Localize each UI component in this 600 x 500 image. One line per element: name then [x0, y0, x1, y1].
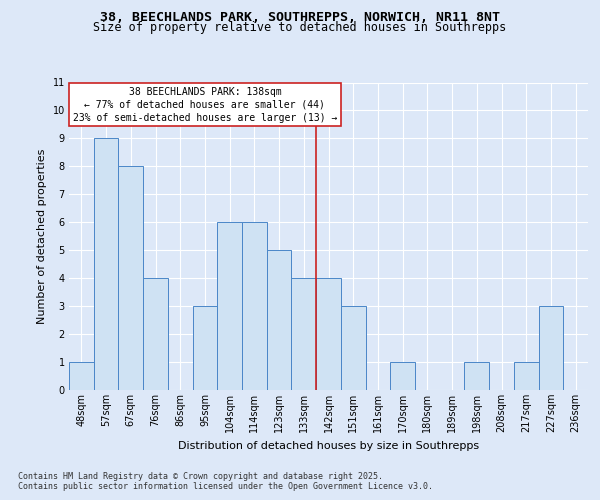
Text: 38, BEECHLANDS PARK, SOUTHREPPS, NORWICH, NR11 8NT: 38, BEECHLANDS PARK, SOUTHREPPS, NORWICH… — [100, 11, 500, 24]
Bar — [316, 278, 341, 390]
Y-axis label: Number of detached properties: Number of detached properties — [37, 148, 47, 324]
Bar — [118, 166, 143, 390]
Bar — [69, 362, 94, 390]
X-axis label: Distribution of detached houses by size in Southrepps: Distribution of detached houses by size … — [178, 440, 479, 450]
Text: Contains public sector information licensed under the Open Government Licence v3: Contains public sector information licen… — [18, 482, 433, 491]
Bar — [390, 362, 415, 390]
Bar — [267, 250, 292, 390]
Bar — [514, 362, 539, 390]
Bar — [341, 306, 365, 390]
Text: Contains HM Land Registry data © Crown copyright and database right 2025.: Contains HM Land Registry data © Crown c… — [18, 472, 383, 481]
Bar — [143, 278, 168, 390]
Bar — [193, 306, 217, 390]
Bar — [242, 222, 267, 390]
Text: 38 BEECHLANDS PARK: 138sqm
← 77% of detached houses are smaller (44)
23% of semi: 38 BEECHLANDS PARK: 138sqm ← 77% of deta… — [73, 86, 337, 123]
Bar — [217, 222, 242, 390]
Bar — [94, 138, 118, 390]
Bar — [539, 306, 563, 390]
Bar — [464, 362, 489, 390]
Text: Size of property relative to detached houses in Southrepps: Size of property relative to detached ho… — [94, 21, 506, 34]
Bar — [292, 278, 316, 390]
